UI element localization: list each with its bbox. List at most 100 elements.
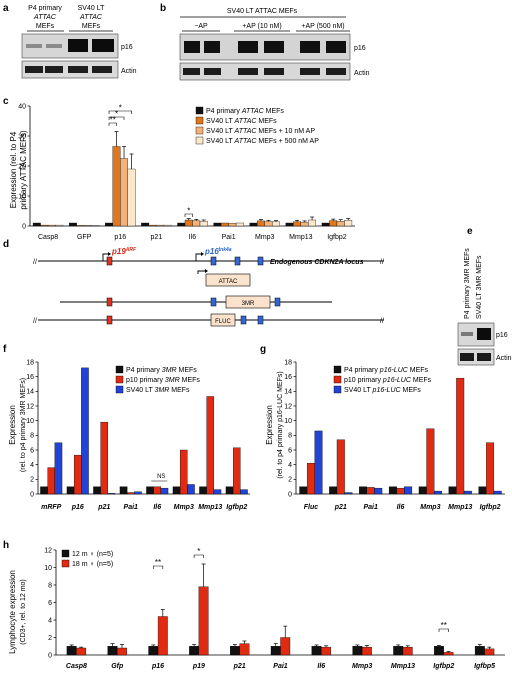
legend-label: P4 primary p16-LUC MEFs — [344, 367, 429, 374]
legend-label: SV40 LT ATTAC MEFs + 500 nM AP — [206, 138, 319, 145]
panel-b-lane-1: −AP — [194, 23, 208, 30]
x-tick-label: Mmp3 — [255, 234, 275, 241]
panel-g-chart: 0 2 4 6 8 10 12 14 16 18 Fluc p21 Pai1 Il6 Mmp3 Mmp13 Ig… — [284, 359, 505, 511]
y-tick-label: 8 — [30, 433, 34, 440]
bar — [308, 219, 317, 227]
bar — [40, 486, 48, 495]
y-tick-label: 18 — [26, 359, 34, 366]
x-tick-label: Mmp13 — [391, 663, 415, 670]
y-tick-label: 18 — [284, 359, 292, 366]
legend-label: P4 primary 3MR MEFs — [126, 367, 197, 374]
y-tick-label: 30 — [18, 133, 26, 140]
break-mark: // — [33, 318, 37, 325]
bar — [120, 158, 128, 227]
bar — [418, 486, 427, 495]
x-tick-label: p21 — [151, 234, 163, 241]
exon-blue — [240, 315, 247, 325]
bar — [239, 643, 250, 656]
band — [326, 41, 346, 53]
y-tick-label: 4 — [30, 462, 34, 469]
bar — [232, 447, 241, 495]
x-tick-label: Pai1 — [124, 504, 139, 511]
bar — [344, 220, 353, 227]
bar — [293, 221, 302, 227]
x-tick-label: Il6 — [189, 234, 197, 241]
y-tick-label: 14 — [284, 389, 292, 396]
x-tick-label: Casp8 — [38, 234, 58, 241]
bar — [344, 492, 353, 495]
bar — [352, 646, 363, 656]
legend-label: SV40 LT 3MR MEFs — [126, 387, 190, 394]
panel-h-ylabel-line1: Lymphocyte expression — [8, 570, 17, 654]
legend-swatch — [195, 116, 204, 125]
x-tick-label: GFP — [77, 234, 92, 241]
panel-b-blot-p16 — [179, 33, 351, 61]
x-tick-label: Mmp3 — [420, 504, 440, 511]
band — [238, 68, 258, 75]
bar — [361, 646, 372, 656]
sig-bracket — [438, 628, 449, 632]
panel-a-blot-actin — [21, 60, 119, 79]
bar — [359, 486, 368, 495]
exon-red — [106, 315, 113, 325]
bar — [66, 486, 75, 495]
band — [68, 39, 88, 52]
bar — [117, 647, 127, 656]
exon-blue — [210, 256, 217, 266]
sig-bracket — [108, 116, 125, 120]
bar — [81, 367, 89, 495]
attac-label: ATTAC — [219, 279, 238, 285]
exon-blue — [210, 297, 217, 307]
x-tick-label: Igfbp2 — [433, 663, 454, 670]
bar — [329, 486, 338, 495]
panel-b-label-p16: p16 — [354, 45, 366, 52]
bar — [272, 221, 280, 227]
panel-e-col1: P4 primary 3MR MEFs — [464, 248, 471, 319]
bar — [66, 646, 77, 656]
bar — [206, 396, 215, 495]
x-tick-label: p21 — [97, 504, 110, 511]
bar — [100, 421, 109, 495]
panel-h-chart: 0 2 4 6 8 10 12 Casp8 Gfp p16 p19 p21 Pai1 Il6 Mmp3 Mmp… — [44, 547, 505, 670]
y-tick-label: 6 — [30, 447, 34, 454]
panel-e-letter: e — [467, 226, 473, 237]
bar — [163, 224, 172, 227]
x-tick-label: Il6 — [397, 504, 405, 511]
exon-blue — [257, 256, 264, 266]
panel-h-letter: h — [3, 540, 9, 551]
x-tick-label: Gfp — [111, 663, 124, 670]
panel-d-letter: d — [3, 239, 9, 250]
attac-box — [205, 273, 251, 287]
x-tick-label: Mmp13 — [289, 234, 312, 241]
panel-g: g Expression (rel. to p4 primary p16-LUC… — [260, 344, 505, 511]
bar — [306, 463, 315, 495]
panel-b-lane-3: +AP (500 nM) — [301, 23, 344, 30]
sig-label: ** — [441, 621, 447, 630]
panel-c-letter: c — [3, 96, 9, 107]
y-tick-label: 6 — [48, 600, 52, 607]
band — [25, 66, 43, 73]
band — [264, 68, 284, 75]
bar — [311, 646, 322, 656]
legend-swatch — [333, 375, 342, 384]
bar — [146, 486, 154, 495]
bar — [443, 652, 454, 656]
bar — [105, 222, 113, 227]
legend-swatch — [195, 126, 204, 135]
panel-e-blot-p16 — [457, 322, 495, 347]
x-tick-label: p16 — [151, 663, 164, 670]
sig-bracket — [108, 110, 132, 114]
y-tick-label: 2 — [30, 477, 34, 484]
y-tick-label: 40 — [18, 103, 26, 110]
band — [46, 44, 62, 48]
band — [26, 44, 42, 48]
bar — [172, 486, 181, 495]
bar — [112, 146, 121, 227]
bar — [270, 646, 281, 656]
band — [326, 68, 346, 75]
x-tick-label: p16 — [71, 504, 84, 511]
bar — [91, 225, 100, 227]
y-tick-label: 16 — [284, 374, 292, 381]
x-tick-label: Mmp3 — [352, 663, 372, 670]
